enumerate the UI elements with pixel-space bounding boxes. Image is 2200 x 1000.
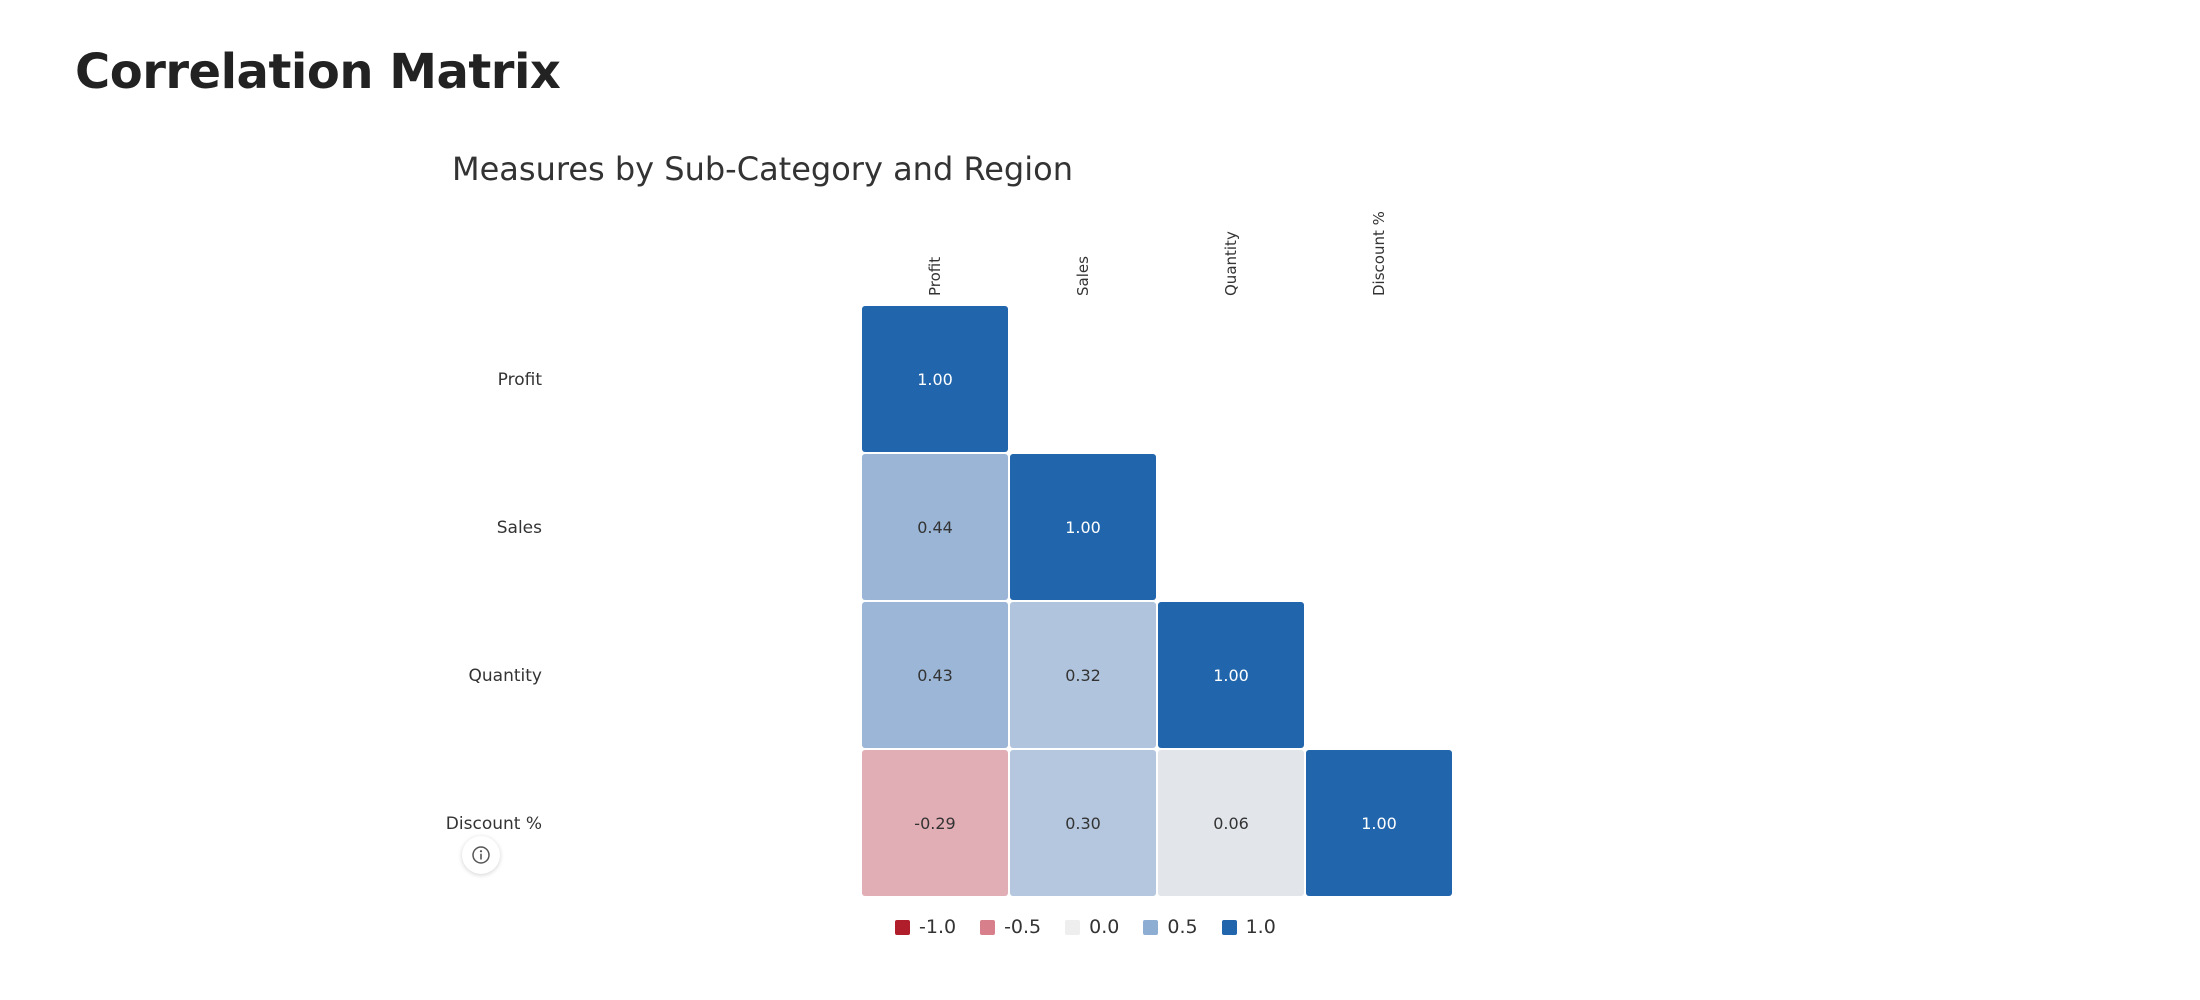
heatmap-cell-sales-sales[interactable] [1010,454,1156,600]
color-legend: -1.0 -0.5 0.0 0.5 1.0 [895,916,1300,938]
cell-value-label: 0.30 [1065,814,1101,833]
heatmap-cell-discount-pct-profit[interactable] [862,750,1008,896]
cell-value-label: 1.00 [1213,666,1249,685]
row-label-quantity: Quantity [469,666,542,686]
cell-value-label: 0.44 [917,518,953,537]
legend-swatch [1065,919,1081,935]
legend-swatch [1143,919,1159,935]
cell-value-label: 1.00 [1065,518,1101,537]
heatmap-cell-sales-profit[interactable] [862,454,1008,600]
row-label-sales: Sales [497,518,542,538]
heatmap-cell-quantity-profit[interactable] [862,602,1008,748]
legend-label: 0.0 [1089,916,1120,938]
legend-item: 0.0 [1065,916,1119,938]
cell-value-label: 1.00 [1361,814,1397,833]
cell-value-label: 1.00 [917,370,953,389]
heatmap-cell-discount-pct-quantity[interactable] [1158,750,1304,896]
column-label-sales: Sales [1074,256,1092,296]
cell-value-label: 0.06 [1213,814,1249,833]
heatmap-cell-discount-pct-sales[interactable] [1010,750,1156,896]
info-button[interactable] [462,836,500,874]
heatmap-cell-quantity-quantity[interactable] [1158,602,1304,748]
info-circle-icon [472,846,490,864]
legend-item: -0.5 [980,916,1041,938]
page-title: Correlation Matrix [75,44,561,100]
heatmap-cell-discount-pct-discount-pct[interactable] [1306,750,1452,896]
legend-swatch [1221,919,1237,935]
legend-label: -1.0 [919,916,957,938]
column-label-profit: Profit [926,257,944,296]
cell-value-label: 0.43 [917,666,953,685]
legend-item: -1.0 [895,916,956,938]
chart-title: Measures by Sub-Category and Region [452,150,1073,188]
column-label-quantity: Quantity [1222,231,1240,296]
heatmap-cell-profit-profit[interactable] [862,306,1008,452]
row-label-discount-pct: Discount % [446,814,542,834]
column-label-discount-pct: Discount % [1370,211,1388,296]
legend-swatch [980,919,996,935]
legend-label: 1.0 [1245,916,1276,938]
legend-item: 1.0 [1221,916,1276,938]
cell-value-label: 0.32 [1065,666,1101,685]
legend-label: 0.5 [1167,916,1198,938]
legend-item: 0.5 [1143,916,1198,938]
legend-swatch [895,919,910,935]
cell-value-label: -0.29 [914,814,955,833]
heatmap-cell-quantity-sales[interactable] [1010,602,1156,748]
legend-label: -0.5 [1004,916,1042,938]
row-label-profit: Profit [498,370,543,390]
